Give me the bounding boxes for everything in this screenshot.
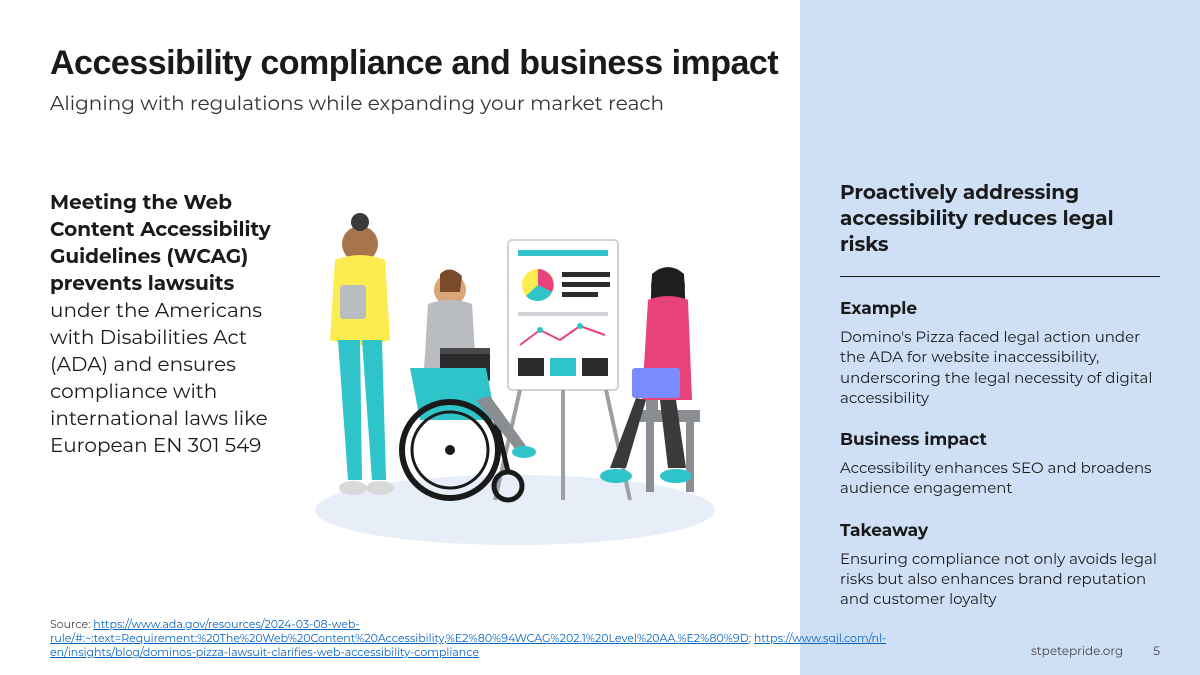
section-heading: Business impact	[840, 430, 1160, 450]
source-footer: Source: https://www.ada.gov/resources/20…	[50, 617, 950, 659]
sidebar-section: Business impact Accessibility enhances S…	[840, 430, 1160, 499]
section-heading: Takeaway	[840, 521, 1160, 541]
sidebar-section: Example Domino's Pizza faced legal actio…	[840, 299, 1160, 408]
slide-subtitle: Aligning with regulations while expandin…	[50, 92, 664, 116]
sidebar-panel: Proactively addressing accessibility red…	[800, 0, 1200, 675]
section-body: Ensuring compliance not only avoids lega…	[840, 549, 1160, 610]
section-heading: Example	[840, 299, 1160, 319]
sidebar-section: Takeaway Ensuring compliance not only av…	[840, 521, 1160, 610]
illustration-team	[290, 200, 740, 550]
section-body: Accessibility enhances SEO and broadens …	[840, 458, 1160, 499]
left-text-block: Meeting the Web Content Accessibility Gu…	[50, 190, 290, 460]
slide-title: Accessibility compliance and business im…	[50, 44, 778, 83]
site-label: stpetepride.org	[1031, 644, 1123, 659]
source-link-1[interactable]: https://www.ada.gov/resources/2024-03-08…	[50, 617, 749, 645]
left-bold: Meeting the Web Content Accessibility Gu…	[50, 191, 271, 296]
source-prefix: Source:	[50, 617, 93, 631]
left-rest: under the Americans with Disabilities Ac…	[50, 299, 268, 458]
sidebar-rule	[840, 276, 1160, 277]
section-body: Domino's Pizza faced legal action under …	[840, 327, 1160, 408]
sidebar-title: Proactively addressing accessibility red…	[840, 180, 1160, 258]
page-number: 5	[1153, 644, 1160, 659]
page-footer: stpetepride.org 5	[1031, 644, 1160, 659]
